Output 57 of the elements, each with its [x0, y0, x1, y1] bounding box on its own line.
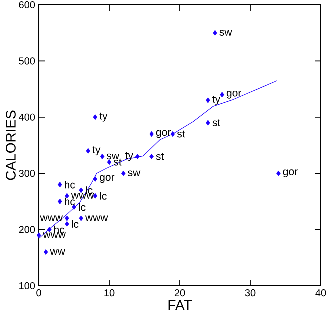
annotation: ty: [100, 112, 108, 122]
x-tick-label: 0: [36, 290, 42, 297]
point: [220, 92, 224, 98]
annotation: hc: [65, 180, 76, 189]
point: [93, 114, 98, 120]
annotation: gor: [100, 175, 115, 184]
x-tick-label: 20: [174, 290, 186, 297]
annotation: lc: [100, 192, 107, 200]
point: [213, 30, 218, 36]
annotation: lc: [72, 220, 79, 228]
y-tick-label: 500: [19, 58, 36, 65]
y-tick-label: 600: [19, 1, 36, 9]
point: [44, 249, 48, 256]
annotation: st: [156, 153, 164, 160]
annotation: ty: [92, 146, 101, 156]
annotation: www: [40, 216, 64, 222]
annotation: ty: [212, 96, 221, 106]
annotation: gor: [226, 91, 242, 99]
point: [65, 221, 70, 227]
annotation: lc: [79, 203, 86, 212]
point: [47, 226, 52, 233]
annotation: sw: [106, 154, 120, 160]
annotation: gor: [283, 170, 298, 178]
x-tick-label: 40: [316, 290, 326, 297]
annotation: hc: [54, 226, 65, 234]
point: [206, 98, 210, 104]
point: [170, 131, 176, 138]
point: [58, 182, 62, 188]
x-axis-title: FAT: [168, 300, 192, 310]
point: [58, 198, 62, 204]
point: [206, 120, 210, 126]
y-tick-label: 100: [20, 282, 36, 290]
point: [65, 216, 70, 222]
point: [36, 232, 42, 238]
point: [107, 160, 112, 166]
annotation: ww: [50, 250, 66, 256]
annotation: www: [85, 216, 108, 222]
y-tick-label: 300: [19, 170, 36, 178]
annotation: sw: [220, 30, 232, 36]
point: [276, 170, 281, 176]
annotation: gor: [156, 130, 171, 138]
point: [100, 154, 105, 160]
y-axis-title: CALORIES: [6, 110, 16, 180]
annotation: www: [43, 232, 66, 238]
y-tick-label: 400: [19, 114, 36, 121]
x-tick-label: 30: [245, 290, 256, 297]
annotation: st: [212, 120, 220, 126]
point: [79, 188, 84, 194]
annotation: hc: [65, 198, 76, 206]
annotation: sw: [128, 170, 141, 176]
y-tick-label: 200: [19, 226, 36, 234]
x-tick-label: 10: [104, 290, 115, 297]
point: [93, 176, 98, 182]
annotation: st: [177, 130, 186, 138]
point: [79, 216, 84, 222]
point: [121, 170, 126, 176]
point: [86, 148, 91, 154]
